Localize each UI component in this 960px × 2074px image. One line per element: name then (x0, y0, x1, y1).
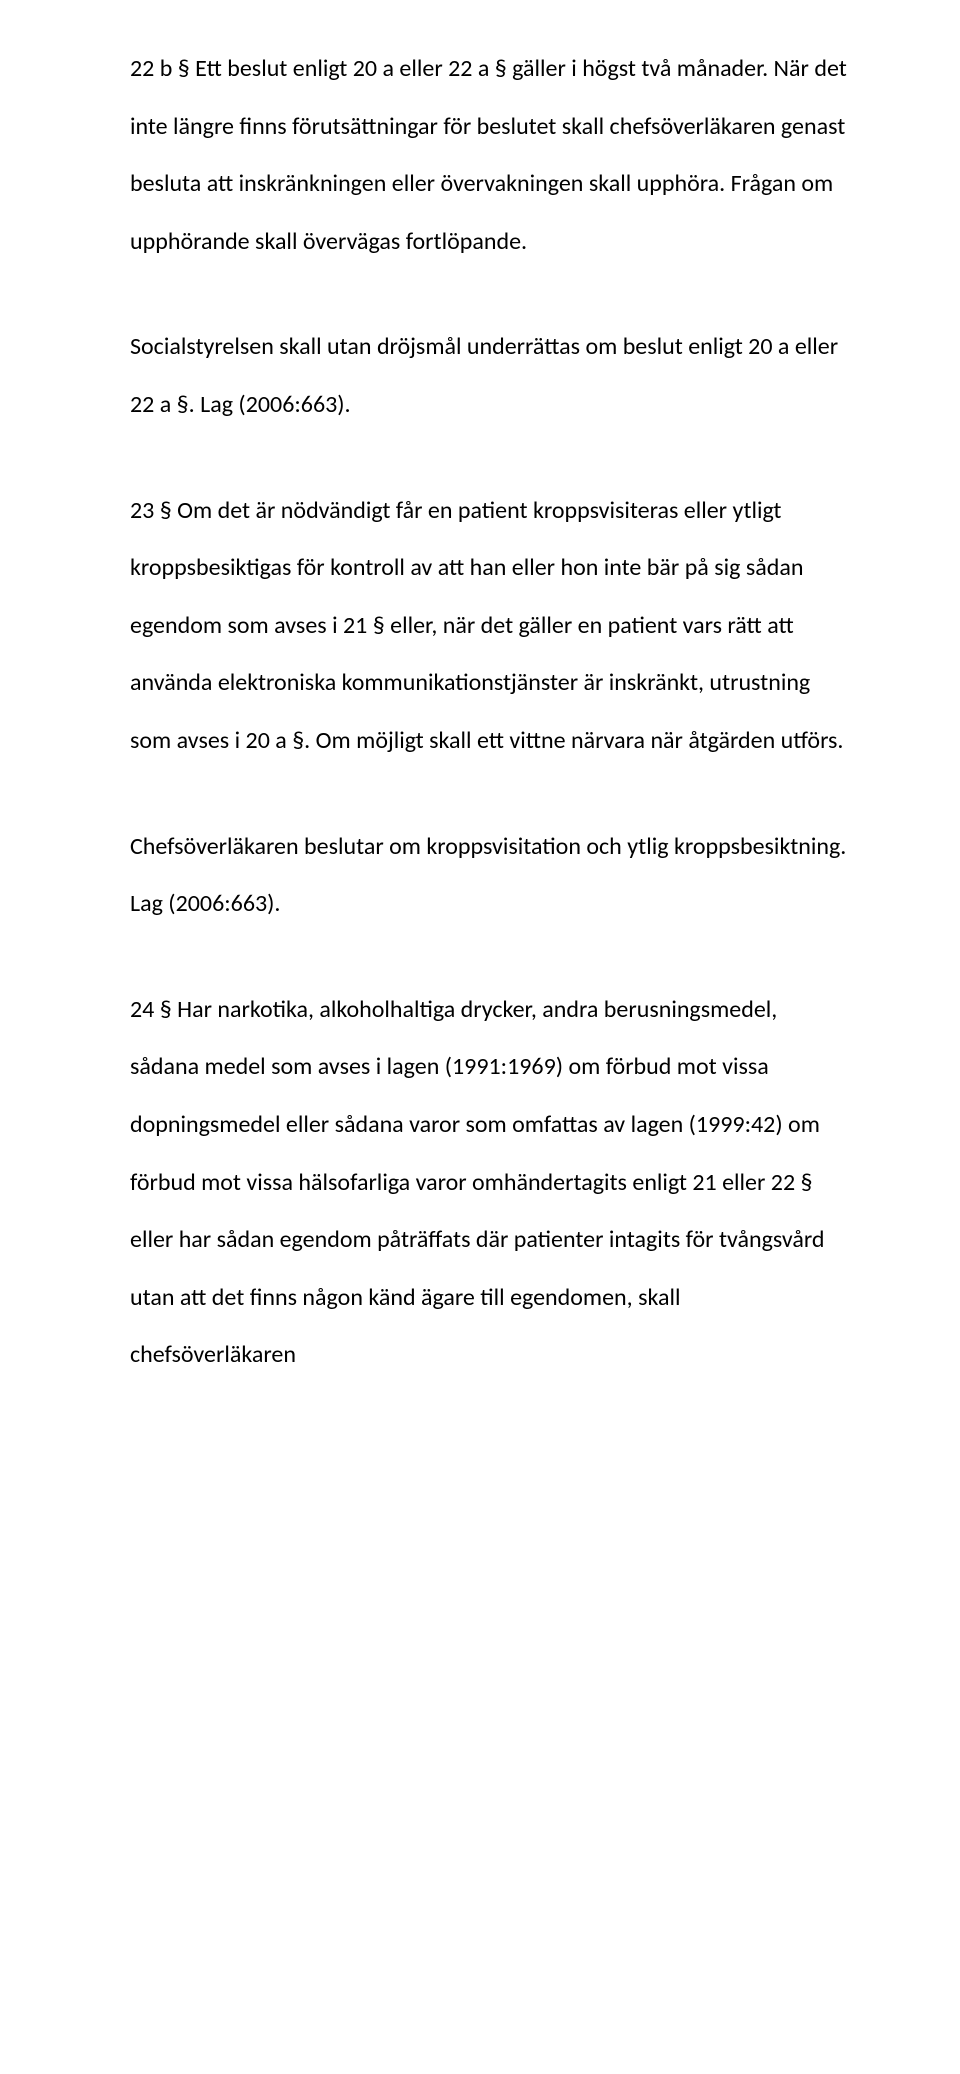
paragraph-24: 24 § Har narkotika, alkoholhaltiga dryck… (130, 981, 850, 1384)
paragraph-socialstyrelsen: Socialstyrelsen skall utan dröjsmål unde… (130, 318, 850, 433)
paragraph-23: 23 § Om det är nödvändigt får en patient… (130, 482, 850, 770)
paragraph-22b: 22 b § Ett beslut enligt 20 a eller 22 a… (130, 40, 850, 270)
paragraph-chefsoverlakaren: Chefsöverläkaren beslutar om kroppsvisit… (130, 818, 850, 933)
